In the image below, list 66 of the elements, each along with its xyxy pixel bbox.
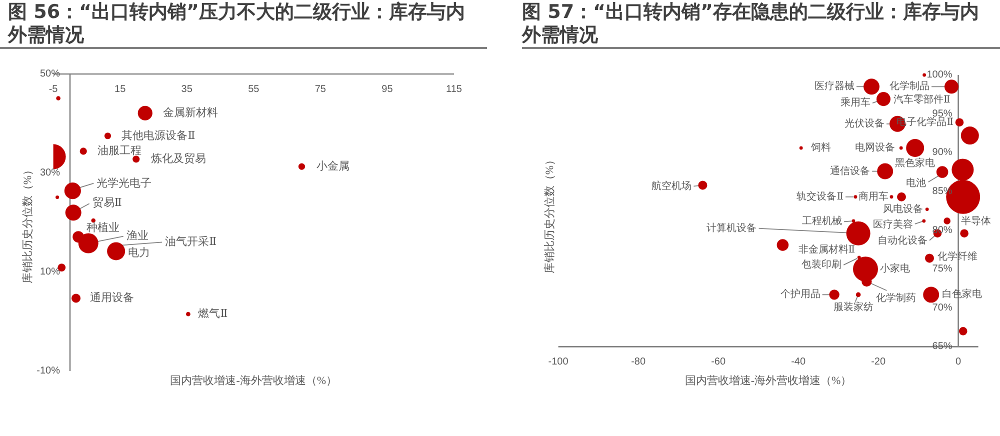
chart-title: 图 56：“出口转内销”压力不大的二级行业：库存与内外需情况 (8, 1, 466, 47)
data-label: 小金属 (316, 160, 350, 173)
x-tick-label: 115 (446, 84, 462, 95)
data-label: 化学制药 (876, 292, 916, 304)
data-label: 电力 (128, 246, 150, 260)
x-tick-label: 95 (382, 84, 394, 95)
data-label: 贸易Ⅱ (92, 196, 122, 210)
x-tick-label: 15 (114, 84, 126, 95)
data-label: 小家电 (880, 262, 910, 275)
data-label: 轨交设备Ⅱ (796, 190, 844, 202)
data-label: 种植业 (86, 220, 120, 234)
data-label: 油服工程 (97, 144, 142, 158)
data-label: 航空机场 (652, 180, 692, 192)
data-label: 服装家纺 (833, 301, 874, 314)
x-tick-label: -80 (631, 356, 646, 368)
y-tick-label: 10% (40, 266, 60, 278)
data-label: 金属新材料 (163, 106, 218, 120)
y-tick-label: 70% (932, 302, 952, 314)
data-label: 非金属材料Ⅱ (798, 244, 856, 256)
x-axis-title: 国内营收增速-海外营收增速（%） (170, 374, 338, 387)
data-label: 黑色家电 (895, 156, 936, 169)
data-label: 自动化设备 (878, 234, 928, 246)
x-tick-label: -20 (871, 356, 886, 368)
y-tick-label: 80% (932, 224, 952, 236)
data-label: 饲料 (810, 141, 832, 154)
annotation: 油气开采Ⅱ (165, 235, 217, 248)
data-label: 燃气Ⅱ (198, 308, 228, 320)
x-tick-label: 0 (956, 356, 962, 368)
x-tick-label: -40 (791, 356, 806, 368)
x-tick-label: -100 (548, 356, 569, 368)
data-label: 化学制品 (890, 80, 930, 92)
data-label: 电网设备 (855, 141, 896, 154)
x-tick-label: -60 (711, 356, 726, 368)
data-label: 医疗器械 (814, 80, 854, 92)
data-label: 通信设备 (830, 164, 870, 177)
data-label: 乘用车 (840, 96, 870, 109)
y-axis-title: 库销比历史分位数（%） (21, 164, 34, 284)
data-label: 光学光电子 (96, 176, 152, 190)
y-tick-label: -10% (36, 366, 60, 376)
x-tick-label: 35 (181, 84, 193, 95)
x-tick-label: -5 (48, 84, 58, 95)
data-label: 工程机械 (802, 215, 842, 228)
chart-title: 图 57：“出口转内销”存在隐患的二级行业：库存与内外需情况 (522, 1, 980, 47)
data-label: 医疗美容 (872, 218, 913, 230)
data-label: 其他电源设备Ⅱ (122, 128, 196, 142)
data-label: 炼化及贸易 (151, 152, 206, 166)
data-label: 风电设备 (882, 202, 923, 215)
data-label: 计算机设备 (706, 222, 757, 234)
data-label: 渔业 (126, 228, 148, 242)
y-tick-label: 90% (932, 147, 952, 158)
data-label: 光伏设备 (844, 117, 884, 130)
data-label: 包装印刷 (802, 258, 842, 271)
y-tick-label: 30% (40, 168, 60, 178)
data-label: 半导体 (961, 215, 992, 228)
data-label: 个护用品 (780, 288, 820, 300)
x-tick-label: 75 (314, 84, 326, 95)
y-tick-label: 75% (932, 264, 952, 275)
y-tick-label: 100% (926, 70, 952, 80)
annotation: 汽车零部件Ⅱ (894, 94, 950, 106)
x-axis-title: 国内营收增速-海外营收增速（%） (684, 374, 852, 387)
y-tick-label: 50% (40, 68, 60, 80)
x-tick-label: 55 (248, 84, 260, 95)
data-label: 通用设备 (90, 291, 134, 304)
y-axis-title: 库销比历史分位数（%） (543, 154, 556, 274)
data-label: 电池 (906, 177, 926, 190)
data-label: 商用车 (858, 190, 888, 202)
